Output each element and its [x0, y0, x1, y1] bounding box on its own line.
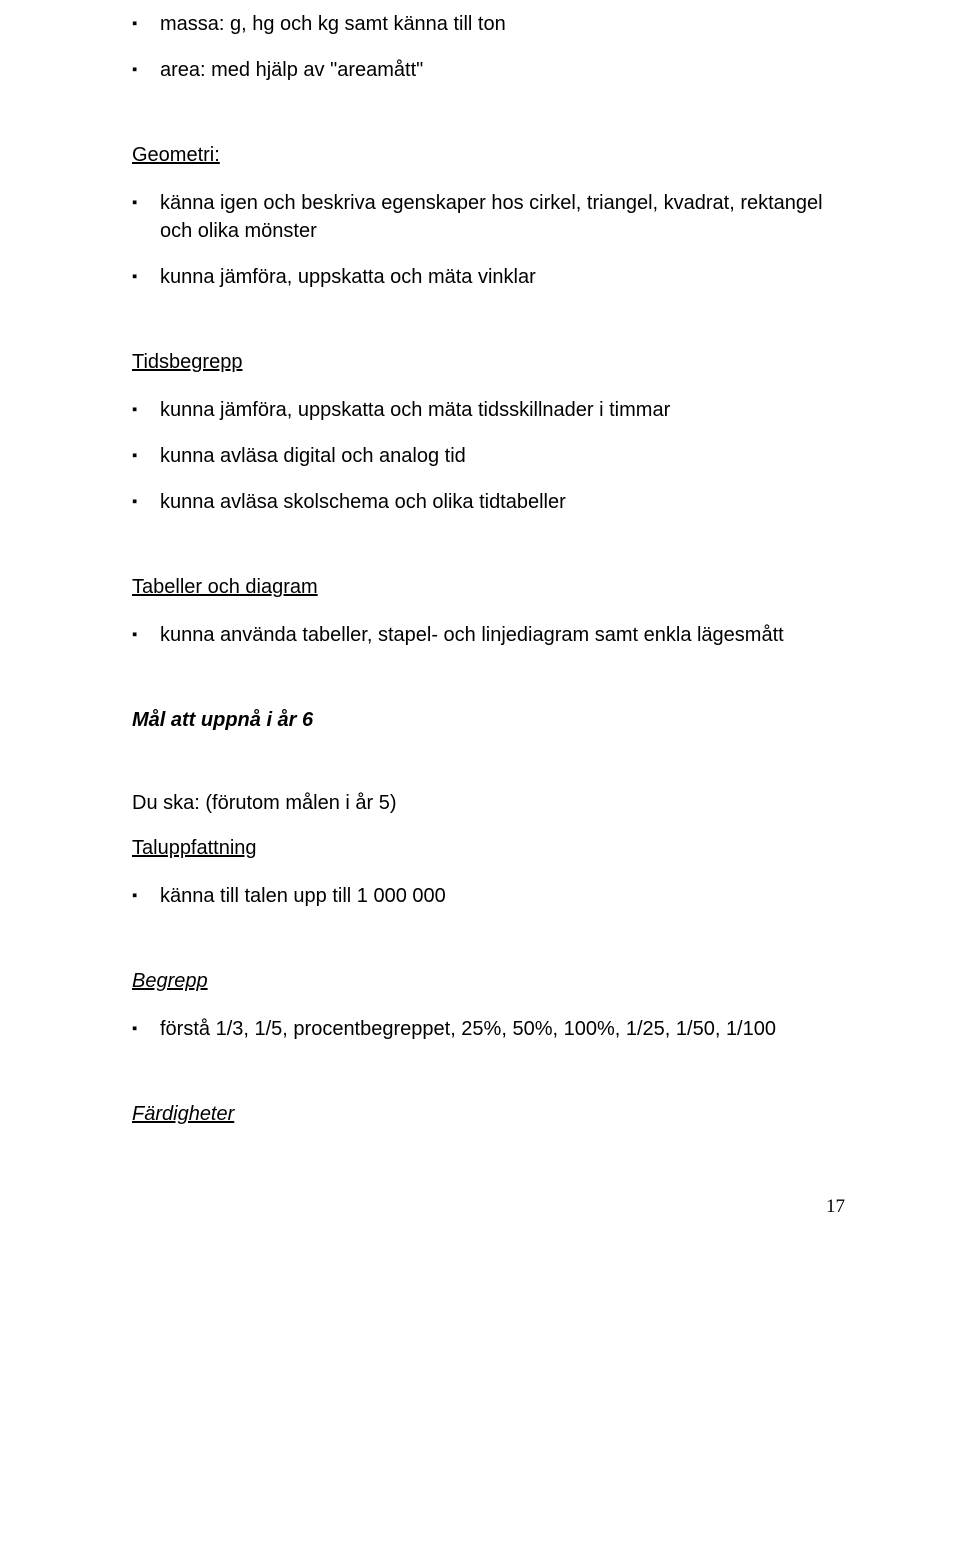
list-item: känna till talen upp till 1 000 000 [132, 882, 850, 910]
section-heading-begrepp: Begrepp [132, 970, 850, 993]
subtext: Du ska: (förutom målen i år 5) [132, 792, 850, 815]
top-list: massa: g, hg och kg samt känna till ton … [132, 10, 850, 84]
section-heading-taluppfattning: Taluppfattning [132, 837, 850, 860]
taluppfattning-list: känna till talen upp till 1 000 000 [132, 882, 850, 910]
list-item: känna igen och beskriva egenskaper hos c… [132, 189, 850, 245]
list-item: kunna avläsa skolschema och olika tidtab… [132, 488, 850, 516]
section-heading-fardigheter: Färdigheter [132, 1103, 850, 1126]
geometri-list: känna igen och beskriva egenskaper hos c… [132, 189, 850, 291]
page-number: 17 [132, 1196, 850, 1218]
list-item: kunna avläsa digital och analog tid [132, 442, 850, 470]
section-heading-tabeller: Tabeller och diagram [132, 576, 850, 599]
list-item: kunna använda tabeller, stapel- och linj… [132, 621, 850, 649]
document-page: massa: g, hg och kg samt känna till ton … [0, 10, 960, 1268]
tidsbegrepp-list: kunna jämföra, uppskatta och mäta tidssk… [132, 396, 850, 516]
goal-heading: Mål att uppnå i år 6 [132, 709, 850, 732]
list-item: area: med hjälp av "areamått" [132, 56, 850, 84]
list-item: kunna jämföra, uppskatta och mäta vinkla… [132, 263, 850, 291]
list-item: massa: g, hg och kg samt känna till ton [132, 10, 850, 38]
list-item: kunna jämföra, uppskatta och mäta tidssk… [132, 396, 850, 424]
tabeller-list: kunna använda tabeller, stapel- och linj… [132, 621, 850, 649]
section-heading-tidsbegrepp: Tidsbegrepp [132, 351, 850, 374]
section-heading-geometri: Geometri: [132, 144, 850, 167]
list-item: förstå 1/3, 1/5, procentbegreppet, 25%, … [132, 1015, 850, 1043]
begrepp-list: förstå 1/3, 1/5, procentbegreppet, 25%, … [132, 1015, 850, 1043]
